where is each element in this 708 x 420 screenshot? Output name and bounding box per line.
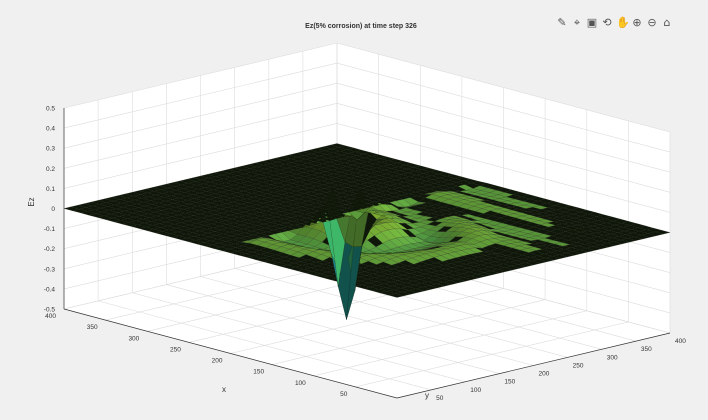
z-tick-label: 0.2 [46,166,55,173]
z-tick-label: -0.2 [44,246,56,253]
x-axis-line [63,308,398,399]
z-tick-label: -0.4 [44,286,56,293]
y-tick-label: 200 [539,371,550,378]
data-tips-icon[interactable]: ⌖ [573,16,581,29]
x-tick-label: 400 [45,313,56,320]
y-tick-label: 300 [607,354,618,361]
surface-mesh [63,143,671,320]
pan-icon[interactable]: ✋ [616,16,630,29]
x-tick-label: 200 [212,358,223,365]
y-grid-line [234,67,568,358]
x-tick-label: 50 [340,391,348,398]
axes-toolbar: ✎ ⌖ ▣ ⟲ ✋ ⊕ ⊖ ⌂ [556,16,673,32]
z-tick-label: 0.1 [46,186,55,193]
home-icon[interactable]: ⌂ [663,16,671,29]
y-axis-line [396,332,671,399]
surface-patch [654,230,671,235]
x-axis-label: x [222,385,226,394]
y-grid-line [166,83,500,374]
brush-icon[interactable]: ✎ [557,16,567,29]
x-tick-label: 100 [295,380,306,387]
y-grid-line [200,75,534,366]
y-tick-label: 150 [504,379,515,386]
z-tick-label: 0 [51,206,55,213]
x-tick-label: 300 [128,335,139,342]
zoom-out-icon[interactable]: ⊖ [647,16,657,29]
y-tick-label: 250 [573,362,584,369]
y-tick-label: 100 [470,387,481,394]
z-tick-label: -0.3 [44,266,56,273]
z-tick-label: 0.3 [46,146,55,153]
x-tick-label: 350 [87,324,98,331]
zoom-in-icon[interactable]: ⊕ [632,16,642,29]
y-grid-line [97,99,432,391]
y-tick-label: 50 [436,395,444,402]
y-tick-label: 400 [675,338,686,345]
chart-title: Ez(5% corrosion) at time step 326 [305,23,417,30]
z-axis-label: Ez [27,197,36,206]
rotate-3d-icon[interactable]: ⟲ [602,16,612,29]
y-axis-label: y [425,391,429,400]
x-tick-label: 250 [170,346,181,353]
z-tick-label: 0.4 [46,126,55,133]
y-grid-line [132,91,466,383]
y-tick-label: 350 [641,346,652,353]
export-icon[interactable]: ▣ [586,16,598,29]
x-tick-label: 150 [253,369,264,376]
z-tick-label: -0.1 [44,226,56,233]
z-tick-label: -0.5 [44,307,56,314]
z-tick-label: 0.5 [46,106,55,113]
